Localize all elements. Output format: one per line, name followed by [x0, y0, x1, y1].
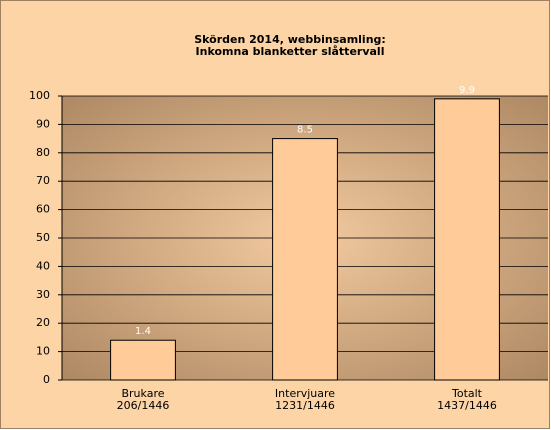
value-label: 8.5: [297, 125, 313, 136]
x-tick-label: 206/1446: [117, 399, 170, 412]
bar: [434, 98, 500, 381]
y-tick-label: 30: [36, 288, 50, 301]
bar: [272, 138, 338, 381]
value-label: 9.9: [459, 85, 475, 96]
chart-title: Skörden 2014, webbinsamling:: [194, 33, 386, 46]
value-label: 1.4: [135, 326, 151, 337]
y-tick-label: 70: [36, 174, 50, 187]
x-tick-label: Brukare: [121, 387, 164, 400]
y-tick-label: 90: [36, 117, 50, 130]
y-tick-label: 60: [36, 203, 50, 216]
y-tick-label: 0: [43, 373, 50, 386]
y-tick-label: 100: [29, 89, 50, 102]
y-tick-label: 10: [36, 345, 50, 358]
y-tick-label: 20: [36, 316, 50, 329]
bar: [110, 339, 176, 381]
x-tick-label: Totalt: [451, 387, 483, 400]
y-tick-label: 80: [36, 146, 50, 159]
y-tick-label: 50: [36, 231, 50, 244]
x-tick-label: 1437/1446: [437, 399, 497, 412]
y-tick-label: 40: [36, 259, 50, 272]
chart-title: Inkomna blanketter slåttervall: [196, 45, 385, 58]
x-tick-label: 1231/1446: [275, 399, 335, 412]
x-tick-label: Intervjuare: [275, 387, 335, 400]
